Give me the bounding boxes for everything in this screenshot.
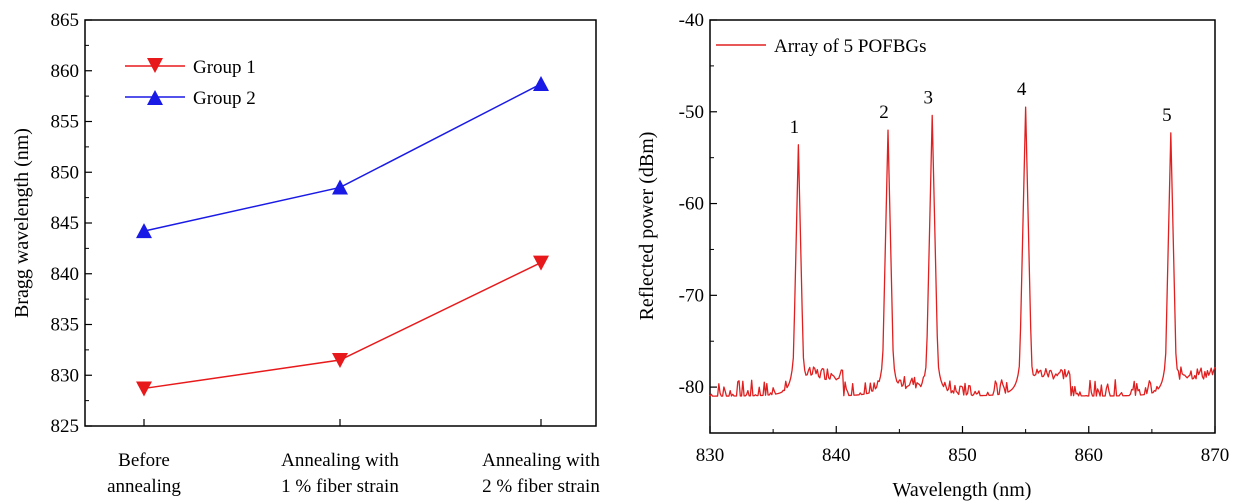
x-tick-label: 860 xyxy=(1075,445,1104,466)
y-tick-labels: 825 830 835 840 845 850 855 860 865 xyxy=(51,10,80,437)
y-tick-label: 825 xyxy=(51,416,80,437)
legend: Array of 5 POFBGs xyxy=(716,36,927,57)
y-tick-label: -40 xyxy=(679,10,704,31)
legend-label-group-2: Group 2 xyxy=(193,88,256,109)
data-point-group-2 xyxy=(136,223,152,239)
x-tick-label: 840 xyxy=(822,445,851,466)
peak-label-5: 5 xyxy=(1162,105,1172,126)
y-tick-label: 865 xyxy=(51,10,80,31)
x-category-label: Before xyxy=(118,450,170,471)
bragg-wavelength-chart: 825 830 835 840 845 850 855 860 865 Before anneal… xyxy=(11,10,600,497)
legend-marker-group-2 xyxy=(147,90,163,105)
data-point-group-1 xyxy=(136,381,152,397)
y-tick-label: -80 xyxy=(679,377,704,398)
x-axis-ticks xyxy=(143,419,542,426)
x-axis-title: Wavelength (nm) xyxy=(893,479,1032,501)
reflection-spectrum-chart: -80 -70 -60 -50 -40 830 840 850 860 870 Reflecte… xyxy=(636,10,1229,501)
legend-marker-group-1 xyxy=(147,58,163,73)
legend: Group 1 Group 2 xyxy=(125,57,256,109)
y-axis-ticks xyxy=(85,19,92,427)
peak-labels: 1 2 3 4 5 xyxy=(790,79,1172,138)
y-tick-label: 850 xyxy=(51,162,80,183)
y-tick-label: 855 xyxy=(51,112,80,133)
x-category-label: Annealing with xyxy=(281,450,399,471)
x-category-labels: Before annealing Annealing with 1 % fiber s… xyxy=(107,450,600,497)
series-line-spectrum xyxy=(709,106,1216,397)
legend-item-group-2: Group 2 xyxy=(125,88,256,109)
x-tick-labels: 830 840 850 860 870 xyxy=(696,445,1230,466)
x-category-label: 2 % fiber strain xyxy=(482,476,600,497)
y-tick-label: 840 xyxy=(51,264,80,285)
y-tick-label: -50 xyxy=(679,102,704,123)
series-layer xyxy=(136,75,549,397)
legend-item-group-1: Group 1 xyxy=(125,57,256,78)
data-point-group-1 xyxy=(332,353,348,369)
y-tick-label: -60 xyxy=(679,194,704,215)
y-axis-title: Reflected power (dBm) xyxy=(636,132,658,321)
x-category-label: Annealing with xyxy=(482,450,600,471)
x-tick-label: 870 xyxy=(1201,445,1230,466)
x-tick-label: 850 xyxy=(948,445,977,466)
series-layer xyxy=(709,106,1216,397)
x-tick-label: 830 xyxy=(696,445,725,466)
y-tick-labels: -80 -70 -60 -50 -40 xyxy=(679,10,704,398)
peak-label-3: 3 xyxy=(923,87,933,108)
y-tick-label: 835 xyxy=(51,315,80,336)
series-line-group-1 xyxy=(143,261,542,390)
peak-label-1: 1 xyxy=(790,117,800,138)
plot-frame xyxy=(709,19,1216,434)
x-category-label: annealing xyxy=(107,476,181,497)
y-tick-label: 845 xyxy=(51,213,80,234)
y-tick-label: -70 xyxy=(679,285,704,306)
y-tick-label: 860 xyxy=(51,61,80,82)
x-category-label: 1 % fiber strain xyxy=(281,476,399,497)
data-point-group-1 xyxy=(533,255,549,271)
peak-label-4: 4 xyxy=(1017,79,1027,100)
data-point-group-2 xyxy=(332,179,348,195)
y-tick-label: 830 xyxy=(51,365,80,386)
legend-label-group-1: Group 1 xyxy=(193,57,256,78)
data-point-group-2 xyxy=(533,75,549,91)
legend-label-spectrum: Array of 5 POFBGs xyxy=(774,36,927,57)
peak-label-2: 2 xyxy=(879,102,889,123)
y-axis-title: Bragg wavelength (nm) xyxy=(11,128,33,318)
axis-ticks xyxy=(709,19,1216,433)
